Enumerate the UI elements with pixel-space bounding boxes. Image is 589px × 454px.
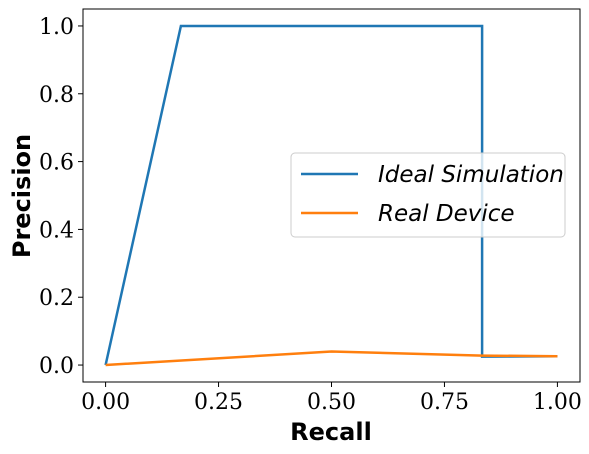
x-tick-label: 1.00 [533,390,582,415]
series-line-1 [105,350,558,367]
y-axis-label: Precision [8,134,36,258]
legend-box [290,152,566,238]
y-tick-label: 0.0 [39,354,74,379]
y-tick-label: 0.2 [39,286,74,311]
x-tick-label: 0.75 [420,390,469,415]
x-tick-label: 0.00 [81,390,130,415]
legend-label-1: Real Device [378,201,515,227]
y-tick-label: 0.4 [39,218,74,243]
x-tick-label: 0.50 [307,390,356,415]
y-tick-label: 0.8 [39,83,74,108]
y-tick-label: 0.6 [39,151,74,176]
x-axis-ticks: 0.00 0.25 0.50 0.75 1.00 [81,382,582,415]
x-tick-label: 0.25 [194,390,243,415]
y-axis-ticks: 0.0 0.2 0.4 0.6 0.8 1.0 [39,15,83,379]
legend-label-0: Ideal Simulation [378,162,564,188]
legend: Ideal Simulation Real Device [290,152,566,238]
x-axis-label: Recall [290,418,372,446]
series-layer [104,24,558,367]
y-tick-label: 1.0 [39,15,74,40]
